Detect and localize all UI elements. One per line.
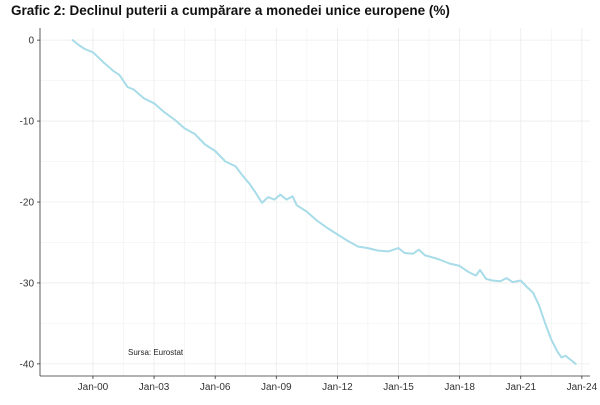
y-tick-label: -10 [20,117,35,128]
x-tick-label: Jan-15 [383,382,414,393]
x-tick-label: Jan-18 [444,382,475,393]
series-line [71,39,577,365]
x-tick-label: Jan-21 [505,382,536,393]
grid-lines [40,28,590,376]
chart-title: Grafic 2: Declinul puterii a cumpărare a… [11,3,450,18]
y-tick-label: -30 [20,278,35,289]
y-tick-label: 0 [28,36,34,47]
axis-layer: Jan-00 Jan-03 Jan-06 Jan-09 Jan-12 Jan-15 Jan-… [20,28,598,393]
y-tick-label: -20 [20,198,35,209]
y-tick-label: -40 [20,359,35,370]
x-tick-label: Jan-09 [261,382,292,393]
series-layer [71,39,577,365]
x-tick-label: Jan-06 [200,382,231,393]
x-tick-label: Jan-12 [322,382,353,393]
x-tick-label: Jan-24 [567,382,598,393]
x-tick-label: Jan-03 [139,382,170,393]
x-tick-label: Jan-00 [78,382,109,393]
source-note: Sursa: Eurostat [128,348,184,357]
